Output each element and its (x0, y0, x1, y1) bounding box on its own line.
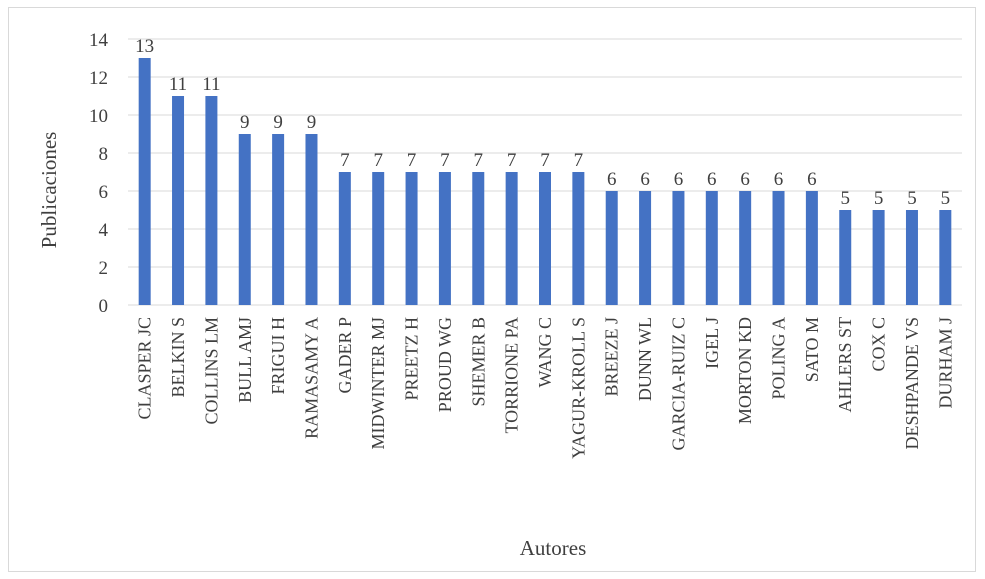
x-tick-label: DURHAM J (935, 317, 955, 409)
x-tick-label: PROUD WG (435, 317, 455, 412)
x-tick-label: GARCIA-RUIZ C (668, 317, 688, 451)
y-tick-label: 4 (99, 220, 109, 241)
bar (205, 96, 218, 305)
bar (472, 172, 485, 305)
data-label: 6 (807, 169, 817, 190)
data-label: 7 (474, 150, 484, 171)
data-label: 7 (407, 150, 417, 171)
x-tick-label: SHEMER B (468, 317, 488, 407)
bar (705, 191, 718, 305)
x-tick-label: IGEL J (702, 317, 722, 369)
data-label: 13 (135, 36, 154, 57)
bar (172, 96, 185, 305)
x-tick-label: YAGUR-KROLL S (568, 317, 588, 459)
bar (905, 210, 918, 305)
gridlines (128, 38, 962, 306)
y-tick-label: 2 (99, 258, 109, 279)
data-label: 9 (240, 112, 250, 133)
bar (338, 172, 351, 305)
data-label: 6 (607, 169, 617, 190)
x-tick-label: COLLINS LM (201, 317, 221, 425)
data-label: 7 (440, 150, 450, 171)
x-tick-label: MORTON KD (735, 317, 755, 424)
bar (639, 191, 652, 305)
data-label: 9 (273, 112, 283, 133)
y-tick-label: 12 (89, 68, 108, 89)
x-tick-label: BELKIN S (168, 317, 188, 398)
data-label: 6 (640, 169, 650, 190)
data-label: 6 (740, 169, 750, 190)
bar (605, 191, 618, 305)
bar (238, 134, 251, 305)
y-tick-label: 0 (99, 296, 109, 317)
data-label: 7 (574, 150, 584, 171)
x-tick-label: BREEZE J (602, 317, 622, 397)
data-label: 5 (874, 188, 884, 209)
data-label: 11 (202, 74, 220, 95)
data-label: 9 (307, 112, 317, 133)
bar (138, 58, 151, 305)
data-labels: 13 11 11 9 9 9 7 7 7 7 7 7 7 7 6 6 6 6 6 6 6 5 5 5 5 (135, 36, 950, 209)
x-tick-label: GADER P (335, 317, 355, 394)
bar (805, 191, 818, 305)
data-label: 7 (373, 150, 383, 171)
y-tick-label: 8 (99, 144, 109, 165)
x-tick-label: SATO M (802, 317, 822, 382)
y-tick-label: 14 (89, 30, 109, 51)
bar (272, 134, 285, 305)
y-tick-label: 10 (89, 106, 108, 127)
data-label: 6 (674, 169, 684, 190)
bar (839, 210, 852, 305)
bar (305, 134, 318, 305)
data-label: 5 (941, 188, 951, 209)
bar (405, 172, 418, 305)
data-label: 5 (840, 188, 850, 209)
data-label: 5 (907, 188, 917, 209)
x-axis-ticks: CLASPER JC BELKIN S COLLINS LM BULL AMJ FRIG… (135, 317, 956, 459)
x-tick-label: DESHPANDE VS (902, 317, 922, 450)
x-tick-label: MIDWINTER MJ (368, 317, 388, 450)
data-label: 6 (707, 169, 717, 190)
x-tick-label: FRIGUI H (268, 317, 288, 395)
y-axis-title: Publicaciones (37, 132, 61, 249)
x-tick-label: BULL AMJ (235, 317, 255, 403)
x-tick-label: WANG C (535, 317, 555, 388)
y-tick-label: 6 (99, 182, 109, 203)
x-tick-label: RAMASAMY A (301, 317, 321, 439)
data-label: 6 (774, 169, 784, 190)
bars (138, 58, 952, 305)
y-axis-ticks: 0 2 4 6 8 10 12 14 (89, 30, 109, 317)
x-tick-label: AHLERS ST (835, 317, 855, 413)
bar (939, 210, 952, 305)
data-label: 11 (169, 74, 187, 95)
bar (672, 191, 685, 305)
x-tick-label: TORRIONE PA (502, 317, 522, 434)
x-axis-title: Autores (520, 536, 587, 560)
bar (772, 191, 785, 305)
data-label: 7 (540, 150, 550, 171)
x-tick-label: PREETZ H (402, 317, 422, 401)
bar (372, 172, 385, 305)
bar (872, 210, 885, 305)
bar (572, 172, 585, 305)
data-label: 7 (340, 150, 350, 171)
x-tick-label: CLASPER JC (135, 317, 155, 420)
x-tick-label: POLING A (769, 317, 789, 400)
x-tick-label: DUNN WL (635, 317, 655, 401)
x-tick-label: COX C (869, 317, 889, 372)
data-label: 7 (507, 150, 517, 171)
bar (438, 172, 451, 305)
bar (539, 172, 551, 305)
bar (739, 191, 752, 305)
bar (505, 172, 518, 305)
